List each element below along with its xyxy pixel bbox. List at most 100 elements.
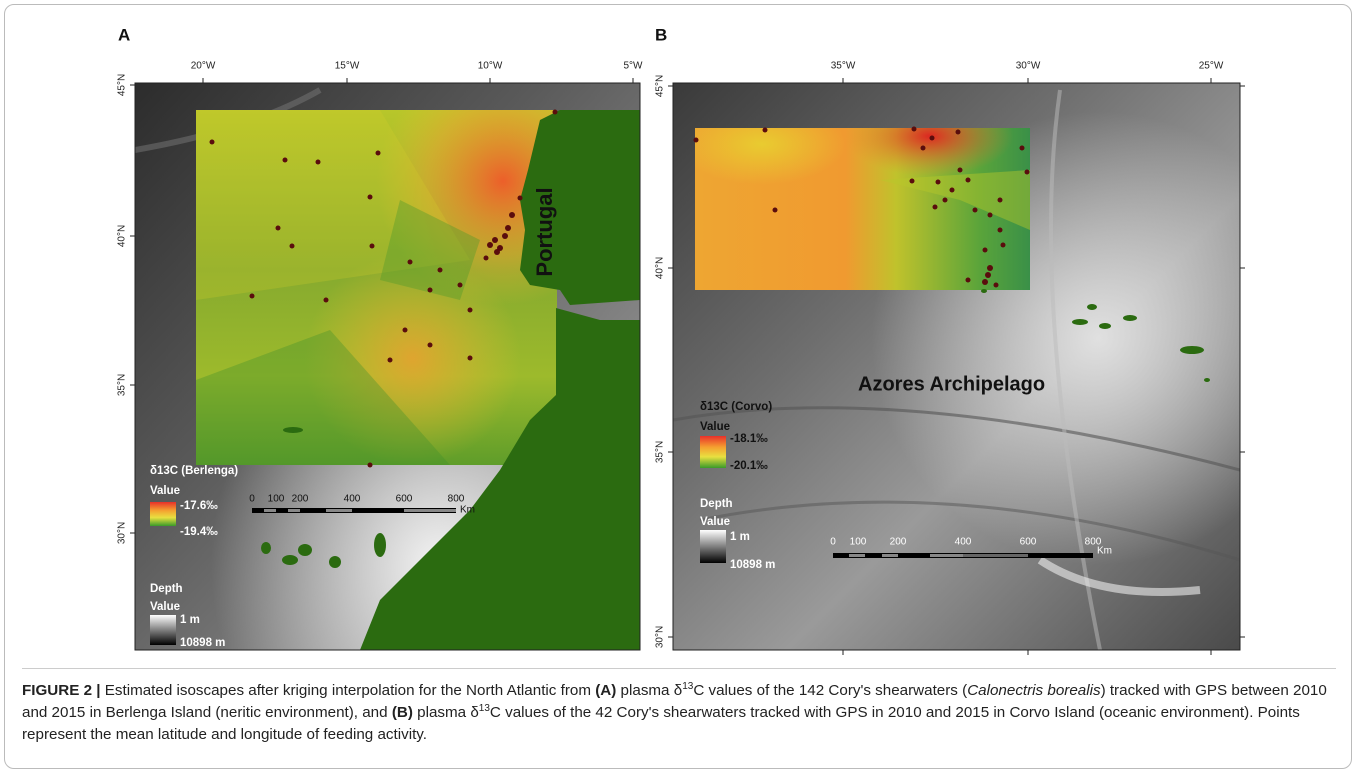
lat-tick-label: 30°N xyxy=(655,626,666,648)
map-shape xyxy=(963,554,1028,557)
lat-tick-label: 45°N xyxy=(117,74,128,96)
scale-bar xyxy=(252,508,456,513)
map-shape xyxy=(966,278,971,283)
legend-title: δ13C (Corvo) xyxy=(700,401,772,413)
map-shape xyxy=(930,554,963,557)
map-shape xyxy=(943,198,948,203)
lon-tick-label: 5°W xyxy=(624,61,644,72)
scale-label: 0 xyxy=(830,537,836,548)
depth-value-heading: Value xyxy=(700,516,730,528)
legend-value-heading: Value xyxy=(700,421,730,433)
map-shape xyxy=(250,294,255,299)
map-shape xyxy=(773,208,778,213)
map-shape xyxy=(494,249,500,255)
map-shape xyxy=(882,554,898,557)
scale-unit: Km xyxy=(1097,546,1112,557)
map-shape xyxy=(376,151,381,156)
lat-tick-label: 30°N xyxy=(117,522,128,544)
map-shape xyxy=(276,226,281,231)
map-shape xyxy=(956,130,961,135)
map-shape xyxy=(933,205,938,210)
map-shape xyxy=(695,128,1030,290)
figure-maps: A 20°W 15°W 10°W 5°W 45°N 40°N 35°N 30°N… xyxy=(0,0,1358,665)
map-shape xyxy=(930,136,935,141)
map-shape xyxy=(370,244,375,249)
legend-high: -17.6‰ xyxy=(180,500,218,512)
map-shape xyxy=(316,160,321,165)
map-shape xyxy=(998,198,1003,203)
scale-label: 400 xyxy=(955,537,972,548)
map-shape xyxy=(264,509,276,512)
legend-color-ramp xyxy=(700,436,726,468)
scale-label: 800 xyxy=(448,494,465,505)
map-shape xyxy=(973,208,978,213)
figure-caption: FIGURE 2 | Estimated isoscapes after kri… xyxy=(22,680,1338,746)
depth-top: 1 m xyxy=(730,531,750,543)
depth-value-heading: Value xyxy=(150,601,180,613)
caption-species: Calonectris borealis xyxy=(967,682,1100,699)
map-shape xyxy=(958,168,963,173)
scale-label: 100 xyxy=(850,537,867,548)
depth-ramp xyxy=(700,530,726,563)
lon-tick-label: 10°W xyxy=(478,61,503,72)
map-shape xyxy=(982,279,988,285)
legend-title: δ13C (Berlenga) xyxy=(150,465,238,477)
legend-color-ramp xyxy=(150,502,176,526)
map-shape xyxy=(1204,378,1210,382)
map-shape xyxy=(985,272,991,278)
caption-panel-ref: (A) xyxy=(595,682,616,699)
depth-top: 1 m xyxy=(180,614,200,626)
lat-tick-label: 35°N xyxy=(655,441,666,463)
map-shape xyxy=(849,554,865,557)
map-shape xyxy=(468,308,473,313)
scale-label: 400 xyxy=(344,494,361,505)
legend-value-heading: Value xyxy=(150,485,180,497)
caption-superscript: 13 xyxy=(479,703,490,714)
panel-label: A xyxy=(118,25,130,44)
scale-label: 600 xyxy=(1020,537,1037,548)
map-shape xyxy=(374,533,386,557)
lon-tick-label: 20°W xyxy=(191,61,216,72)
lon-tick-label: 30°W xyxy=(1016,61,1041,72)
lat-tick-label: 45°N xyxy=(655,75,666,97)
scale-label: 200 xyxy=(890,537,907,548)
caption-panel-ref: (B) xyxy=(392,704,413,721)
map-shape xyxy=(492,237,498,243)
caption-text: plasma δ xyxy=(621,682,683,699)
map-shape xyxy=(763,128,768,133)
place-label: Azores Archipelago xyxy=(858,373,1045,395)
lon-tick-label: 15°W xyxy=(335,61,360,72)
map-shape xyxy=(388,358,393,363)
caption-label: FIGURE 2 | xyxy=(22,682,101,699)
panel-label: B xyxy=(655,25,667,44)
map-shape xyxy=(326,509,352,512)
map-shape xyxy=(283,427,303,433)
scale-label: 200 xyxy=(292,494,309,505)
map-shape xyxy=(1099,323,1111,329)
map-shape xyxy=(403,328,408,333)
scale-label: 100 xyxy=(268,494,285,505)
legend-low: -19.4‰ xyxy=(180,526,218,538)
map-shape xyxy=(966,178,971,183)
map-shape xyxy=(1123,315,1137,321)
map-shape xyxy=(404,509,456,512)
caption-text: Estimated isoscapes after kriging interp… xyxy=(105,682,591,699)
legend-low: -20.1‰ xyxy=(730,460,768,472)
map-shape xyxy=(910,179,915,184)
map-shape xyxy=(1180,346,1204,354)
map-shape xyxy=(936,180,941,185)
lat-tick-label: 35°N xyxy=(117,374,128,396)
map-shape xyxy=(210,140,215,145)
lon-tick-label: 25°W xyxy=(1199,61,1224,72)
map-shape xyxy=(487,242,493,248)
lat-tick-label: 40°N xyxy=(117,225,128,247)
map-shape xyxy=(298,544,312,556)
map-shape xyxy=(368,463,373,468)
lon-tick-label: 35°W xyxy=(831,61,856,72)
caption-superscript: 13 xyxy=(682,681,693,692)
map-shape xyxy=(1020,146,1025,151)
map-shape xyxy=(509,212,515,218)
map-a xyxy=(135,83,640,650)
map-shape xyxy=(438,268,443,273)
caption-rule xyxy=(22,668,1336,669)
